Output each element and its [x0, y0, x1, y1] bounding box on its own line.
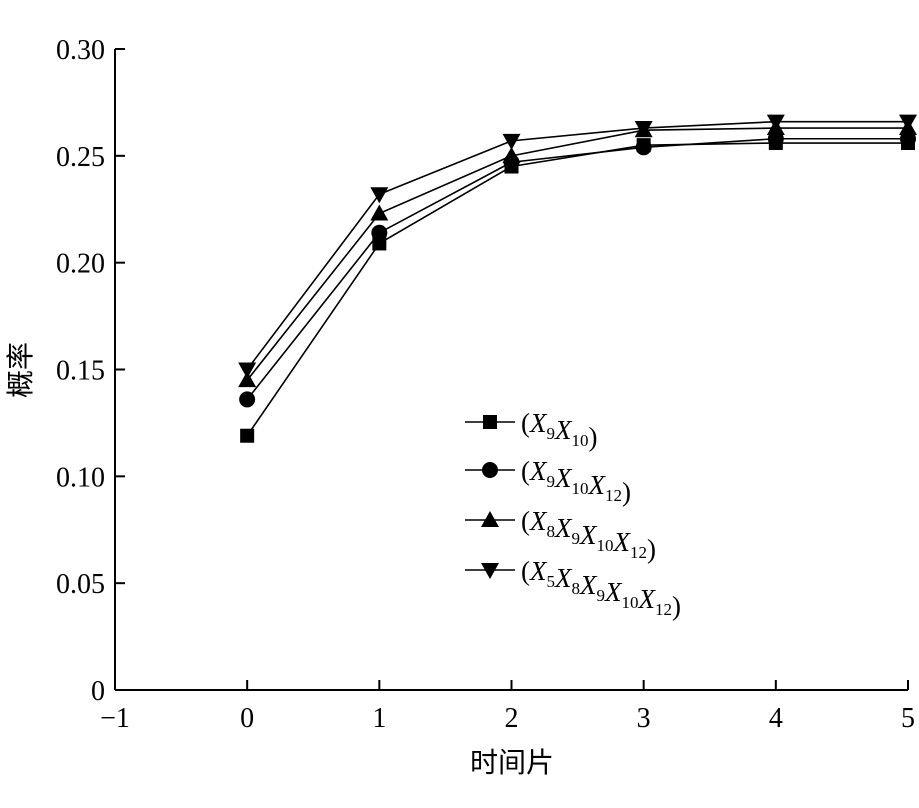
legend-marker-triangle-up [481, 511, 499, 527]
y-tick-label: 0.05 [56, 569, 105, 600]
series-4 [238, 114, 917, 379]
data-point-triangle-down [370, 187, 389, 204]
legend-entry-1: (X9X10) [465, 408, 598, 452]
y-tick-label: 0.25 [56, 142, 105, 173]
series-line [246, 120, 908, 370]
data-point-triangle-down [766, 114, 785, 131]
series-1 [240, 136, 915, 443]
series-2 [239, 130, 916, 408]
data-point-square [240, 428, 255, 443]
legend-marker-square [483, 415, 497, 429]
data-point-triangle-down [502, 133, 521, 150]
x-axis-label: 时间片 [470, 746, 554, 779]
data-point-triangle-up [502, 146, 521, 163]
legend-entry-3: (X8X9X10X12) [465, 506, 656, 564]
data-point-circle [635, 139, 652, 156]
data-point-triangle-down [238, 362, 257, 379]
legend-label: (X8X9X10X12) [521, 506, 656, 564]
data-point-circle [239, 391, 256, 408]
y-tick-label: 0 [91, 676, 105, 707]
x-tick-label: 4 [769, 703, 783, 734]
legend-marker-triangle-down [481, 563, 499, 579]
y-axis-label: 概率 [4, 342, 37, 398]
data-point-triangle-down [634, 121, 653, 138]
legend: (X9X10)(X9X10X12)(X8X9X10X12)(X5X8X9X10X… [465, 408, 681, 621]
y-tick-label: 0.15 [56, 356, 105, 387]
series-layer [238, 114, 917, 443]
series-line [246, 142, 908, 437]
y-tick-label: 0.20 [56, 249, 105, 280]
legend-label: (X9X10X12) [521, 456, 631, 507]
series-line [246, 137, 908, 400]
data-point-triangle-up [370, 204, 389, 221]
legend-label: (X5X8X9X10X12) [521, 556, 681, 621]
data-point-circle [371, 224, 388, 241]
y-tick-label: 0.10 [56, 462, 105, 493]
x-tick-label: 5 [901, 703, 915, 734]
legend-entry-2: (X9X10X12) [465, 456, 631, 507]
series-3 [238, 119, 917, 388]
x-tick-label: 0 [240, 703, 254, 734]
x-tick-label: −1 [100, 703, 130, 734]
legend-entry-4: (X5X8X9X10X12) [465, 556, 681, 621]
x-tick-label: 2 [505, 703, 519, 734]
data-point-triangle-up [238, 371, 257, 388]
data-point-triangle-down [899, 114, 917, 131]
x-tick-label: 3 [637, 703, 651, 734]
legend-label: (X9X10) [521, 408, 598, 452]
series-line [246, 127, 908, 381]
axes: 00.050.100.150.200.250.30−1 0 1 2 3 4 5 [56, 35, 915, 734]
legend-marker-circle [482, 462, 498, 478]
x-tick-label: 1 [372, 703, 386, 734]
y-tick-label: 0.30 [56, 35, 105, 66]
